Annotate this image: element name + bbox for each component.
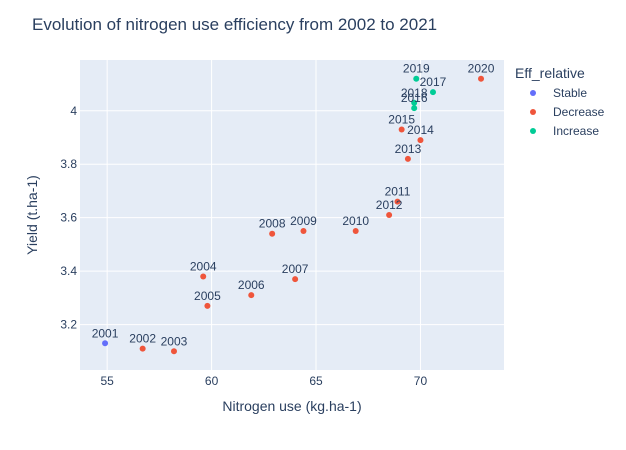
data-points bbox=[102, 75, 485, 355]
data-point-2008[interactable] bbox=[269, 230, 276, 237]
point-label-2006: 2006 bbox=[238, 278, 265, 292]
point-label-2001: 2001 bbox=[92, 326, 119, 340]
x-axis-label: Nitrogen use (kg.ha-1) bbox=[222, 398, 361, 414]
point-label-2010: 2010 bbox=[342, 214, 369, 228]
legend-item-stable[interactable]: Stable bbox=[530, 86, 587, 100]
data-point-2004[interactable] bbox=[200, 273, 207, 280]
y-axis-label: Yield (t.ha-1) bbox=[24, 175, 40, 255]
y-tick-label: 3.2 bbox=[60, 318, 77, 332]
legend-marker bbox=[530, 128, 536, 134]
legend-item-decrease[interactable]: Decrease bbox=[530, 105, 605, 119]
legend-label: Decrease bbox=[553, 105, 605, 119]
data-point-2018[interactable] bbox=[411, 99, 418, 106]
point-label-2003: 2003 bbox=[161, 334, 188, 348]
gridlines bbox=[80, 60, 504, 370]
point-label-2017: 2017 bbox=[420, 75, 447, 89]
point-label-2016: 2016 bbox=[401, 91, 428, 105]
data-point-2011[interactable] bbox=[394, 198, 401, 205]
point-label-2018: 2018 bbox=[401, 86, 428, 100]
data-point-2001[interactable] bbox=[102, 340, 109, 347]
chart-title: Evolution of nitrogen use efficiency fro… bbox=[32, 15, 437, 34]
point-label-2013: 2013 bbox=[395, 142, 422, 156]
data-point-2005[interactable] bbox=[204, 302, 211, 309]
data-point-2020[interactable] bbox=[478, 75, 485, 82]
point-label-2011: 2011 bbox=[385, 185, 411, 199]
point-label-2009: 2009 bbox=[290, 214, 317, 228]
data-point-2012[interactable] bbox=[386, 212, 393, 218]
point-label-2012: 2012 bbox=[376, 198, 403, 212]
y-tick-labels: 3.2 3.4 3.6 3.8 4 bbox=[60, 104, 77, 332]
data-point-2006[interactable] bbox=[248, 292, 255, 299]
x-tick-labels: 55 60 65 70 bbox=[100, 374, 427, 388]
plot-area bbox=[80, 60, 504, 370]
y-tick-label: 3.4 bbox=[60, 264, 77, 278]
data-point-2002[interactable] bbox=[139, 345, 146, 352]
data-point-2016[interactable] bbox=[411, 105, 418, 112]
data-point-2009[interactable] bbox=[300, 228, 307, 235]
data-point-2015[interactable] bbox=[398, 126, 405, 133]
point-label-2014: 2014 bbox=[407, 123, 434, 137]
legend-marker bbox=[530, 90, 536, 96]
x-tick-label: 55 bbox=[100, 374, 114, 388]
legend-title: Eff_relative bbox=[515, 65, 585, 81]
point-label-2020: 2020 bbox=[468, 62, 495, 76]
legend-marker bbox=[530, 109, 536, 115]
point-label-2005: 2005 bbox=[194, 289, 221, 303]
x-tick-label: 65 bbox=[309, 374, 323, 388]
data-point-2010[interactable] bbox=[352, 228, 359, 235]
data-point-2017[interactable] bbox=[429, 89, 436, 96]
data-point-2014[interactable] bbox=[417, 137, 424, 144]
y-tick-label: 3.8 bbox=[60, 157, 77, 171]
x-tick-label: 60 bbox=[205, 374, 219, 388]
point-label-2015: 2015 bbox=[388, 112, 415, 126]
data-point-2007[interactable] bbox=[292, 276, 299, 283]
legend-label: Stable bbox=[553, 86, 587, 100]
point-label-2019: 2019 bbox=[403, 62, 430, 76]
x-tick-label: 70 bbox=[414, 374, 428, 388]
y-tick-label: 3.6 bbox=[60, 211, 77, 225]
point-label-2007: 2007 bbox=[282, 262, 309, 276]
point-labels: 2001 2002 2003 2004 2005 2006 2007 2008 2009 2010… bbox=[92, 62, 495, 349]
data-point-2003[interactable] bbox=[170, 348, 177, 355]
legend-label: Increase bbox=[553, 124, 599, 138]
point-label-2002: 2002 bbox=[129, 332, 156, 346]
data-point-2013[interactable] bbox=[404, 155, 411, 162]
point-label-2008: 2008 bbox=[259, 217, 286, 231]
legend[interactable]: Eff_relative Stable Decrease Increase bbox=[515, 65, 605, 138]
legend-items[interactable]: Stable Decrease Increase bbox=[530, 86, 605, 138]
y-tick-label: 4 bbox=[70, 104, 77, 118]
point-label-2004: 2004 bbox=[190, 259, 217, 273]
legend-item-increase[interactable]: Increase bbox=[530, 124, 599, 138]
data-point-2019[interactable] bbox=[413, 75, 420, 82]
